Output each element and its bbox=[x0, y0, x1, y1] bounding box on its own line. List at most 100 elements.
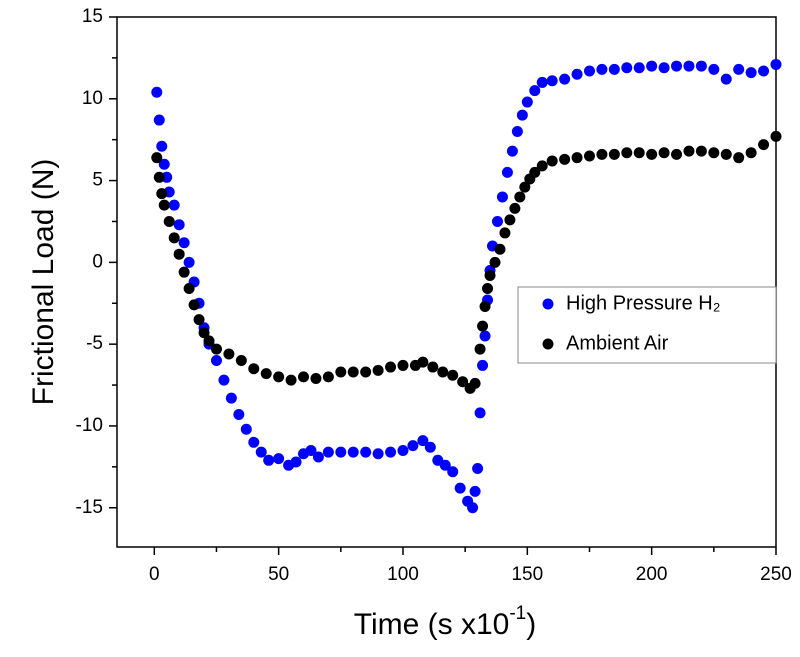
y-tick-label: 10 bbox=[82, 88, 103, 109]
point bbox=[427, 361, 439, 373]
point bbox=[472, 462, 484, 474]
point bbox=[509, 202, 521, 214]
point bbox=[469, 377, 481, 389]
point bbox=[496, 191, 508, 203]
point bbox=[546, 75, 558, 87]
point bbox=[484, 269, 496, 281]
point bbox=[335, 366, 347, 378]
point bbox=[733, 152, 745, 164]
point bbox=[218, 374, 230, 386]
point bbox=[153, 114, 165, 126]
point bbox=[720, 148, 732, 160]
point bbox=[608, 148, 620, 160]
point bbox=[310, 373, 322, 385]
point bbox=[198, 327, 210, 339]
point bbox=[188, 299, 200, 311]
point bbox=[770, 58, 782, 70]
point bbox=[240, 423, 252, 435]
point bbox=[417, 356, 429, 368]
point bbox=[474, 343, 486, 355]
point bbox=[479, 301, 491, 313]
point bbox=[529, 166, 541, 178]
point bbox=[479, 330, 491, 342]
point bbox=[695, 145, 707, 157]
x-tick-label: 150 bbox=[511, 564, 543, 585]
point bbox=[546, 155, 558, 167]
x-label-sup: -1 bbox=[509, 603, 526, 624]
point bbox=[695, 60, 707, 72]
point bbox=[385, 361, 397, 373]
point bbox=[322, 371, 334, 383]
point bbox=[347, 366, 359, 378]
point bbox=[397, 359, 409, 371]
point bbox=[233, 409, 245, 420]
point bbox=[559, 73, 571, 85]
point bbox=[621, 62, 633, 74]
point bbox=[223, 348, 235, 360]
point bbox=[168, 232, 180, 244]
point bbox=[372, 448, 384, 460]
point bbox=[521, 96, 533, 108]
point bbox=[248, 436, 260, 448]
point bbox=[335, 446, 347, 458]
point bbox=[511, 126, 523, 138]
point bbox=[312, 451, 324, 463]
point bbox=[447, 466, 459, 478]
legend-label: Ambient Air bbox=[566, 332, 669, 354]
point bbox=[385, 446, 397, 458]
point bbox=[178, 266, 190, 278]
x-axis-label: Time (s x10-1) bbox=[354, 603, 537, 641]
point bbox=[733, 63, 745, 75]
point bbox=[474, 407, 486, 419]
point bbox=[173, 248, 185, 260]
point bbox=[417, 435, 429, 447]
point bbox=[183, 256, 195, 268]
x-tick-label: 50 bbox=[268, 564, 289, 585]
point bbox=[454, 482, 466, 494]
y-tick-label: 5 bbox=[92, 170, 103, 191]
plot-frame bbox=[116, 16, 777, 548]
point bbox=[193, 314, 205, 326]
point bbox=[658, 147, 670, 159]
point bbox=[489, 256, 501, 268]
point bbox=[482, 283, 494, 295]
y-axis-label: Frictional Load (N) bbox=[27, 159, 60, 406]
y-tick-label: 0 bbox=[92, 251, 103, 272]
point bbox=[708, 147, 720, 159]
point bbox=[501, 166, 513, 178]
point bbox=[260, 368, 272, 380]
point bbox=[596, 148, 608, 160]
point bbox=[437, 366, 449, 378]
point bbox=[151, 152, 163, 164]
legend-marker bbox=[542, 298, 554, 310]
point bbox=[596, 63, 608, 75]
point bbox=[571, 152, 583, 164]
x-tick-label: 250 bbox=[760, 564, 792, 585]
point bbox=[494, 243, 506, 255]
point bbox=[506, 145, 518, 157]
point bbox=[477, 320, 489, 332]
point bbox=[529, 85, 541, 97]
point bbox=[153, 171, 165, 183]
point bbox=[571, 68, 583, 80]
point bbox=[173, 219, 185, 231]
point bbox=[322, 446, 334, 458]
point bbox=[263, 454, 275, 466]
point bbox=[758, 139, 770, 151]
point bbox=[559, 153, 571, 165]
x-label-end: ) bbox=[526, 608, 536, 641]
point bbox=[514, 191, 526, 203]
point bbox=[583, 65, 595, 77]
point bbox=[536, 76, 548, 88]
point bbox=[720, 73, 732, 85]
point bbox=[477, 359, 489, 371]
point bbox=[151, 86, 163, 98]
point bbox=[360, 366, 372, 378]
point bbox=[447, 369, 459, 381]
point bbox=[439, 459, 451, 471]
point bbox=[183, 283, 195, 295]
point bbox=[424, 441, 436, 453]
point bbox=[347, 446, 359, 458]
y-tick-label: -5 bbox=[86, 333, 103, 354]
